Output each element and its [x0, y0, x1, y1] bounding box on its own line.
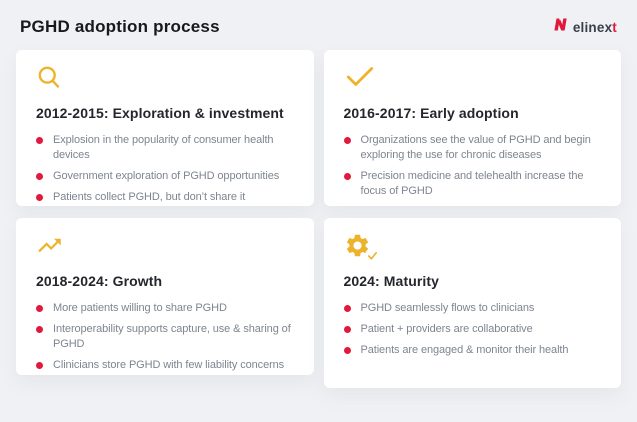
bullet-text: Organizations see the value of PGHD and … — [360, 134, 591, 161]
bullet-list: Organizations see the value of PGHD and … — [343, 133, 604, 199]
bullet-item: More patients willing to share PGHD — [36, 301, 296, 316]
magnifier-icon — [36, 64, 70, 92]
header: PGHD adoption process elinext — [16, 0, 621, 50]
card-early-adoption: 2016-2017: Early adoption Organizations … — [323, 50, 621, 206]
elinext-wordmark: elinext — [573, 20, 617, 35]
bullet-item: Explosion in the popularity of consumer … — [36, 133, 296, 163]
card-title: 2024: Maturity — [343, 273, 440, 289]
bullet-text: Patient + providers are collaborative — [360, 322, 533, 335]
bullet-dot — [36, 325, 43, 333]
bullet-item: Interoperability supports capture, use &… — [36, 322, 296, 352]
gear-badge-check-icon — [364, 248, 380, 263]
bullet-dot — [36, 172, 43, 180]
bullet-text: Clinicians store PGHD with few liability… — [53, 358, 285, 371]
bullet-text: Explosion in the popularity of consumer … — [53, 134, 274, 161]
bullet-item: Government exploration of PGHD opportuni… — [36, 169, 296, 184]
card-title: 2018-2024: Growth — [36, 273, 163, 289]
bullet-item: Organizations see the value of PGHD and … — [343, 133, 604, 163]
card-title: 2016-2017: Early adoption — [343, 105, 519, 121]
bullet-item: Clinicians store PGHD with few liability… — [36, 358, 296, 373]
bullet-item: Patients collect PGHD, but don’t share i… — [36, 190, 296, 205]
card-growth: 2018-2024: Growth More patients willing … — [16, 218, 314, 375]
bullet-list: PGHD seamlessly flows to clinicians Pati… — [343, 301, 604, 358]
bullet-dot — [343, 346, 351, 354]
bullet-text: Government exploration of PGHD opportuni… — [53, 169, 280, 182]
bullet-dot — [343, 172, 351, 180]
bullet-dot — [36, 305, 43, 312]
bullet-dot — [343, 325, 351, 333]
bullet-dot — [343, 305, 351, 312]
gear-check-icon — [344, 232, 380, 263]
wordmark-main: elinex — [572, 19, 613, 35]
bullet-item: Patients are engaged & monitor their hea… — [343, 343, 604, 358]
bullet-item: PGHD seamlessly flows to clinicians — [343, 301, 604, 316]
check-icon — [344, 64, 378, 92]
wordmark-accent: t — [612, 19, 617, 35]
card-maturity: 2024: Maturity PGHD seamlessly flows to … — [323, 218, 621, 388]
bullet-text: Interoperability supports capture, use &… — [53, 322, 291, 350]
bullet-text: Patients collect PGHD, but don’t share i… — [53, 190, 246, 203]
bullet-dot — [36, 361, 43, 369]
elinext-logo: elinext — [551, 15, 617, 39]
page-title: PGHD adoption process — [20, 17, 220, 36]
bullet-text: PGHD seamlessly flows to clinicians — [360, 302, 535, 314]
bullet-dot — [36, 193, 43, 201]
bullet-text: Precision medicine and telehealth increa… — [360, 169, 584, 197]
bullet-item: Patient + providers are collaborative — [343, 322, 604, 337]
elinext-n-icon — [551, 15, 568, 39]
bullet-text: Patients are engaged & monitor their hea… — [360, 343, 569, 356]
card-title: 2012-2015: Exploration & investment — [36, 105, 284, 121]
bullet-list: More patients willing to share PGHD Inte… — [36, 301, 296, 372]
bullet-dot — [343, 137, 351, 144]
bullet-text: More patients willing to share PGHD — [53, 302, 227, 314]
bullet-dot — [36, 137, 43, 144]
trending-up-icon — [36, 232, 70, 260]
bullet-item: Precision medicine and telehealth increa… — [343, 169, 604, 199]
card-exploration-investment: 2012-2015: Exploration & investment Expl… — [16, 50, 314, 206]
cards-grid: 2012-2015: Exploration & investment Expl… — [16, 50, 621, 388]
bullet-list: Explosion in the popularity of consumer … — [36, 133, 296, 204]
